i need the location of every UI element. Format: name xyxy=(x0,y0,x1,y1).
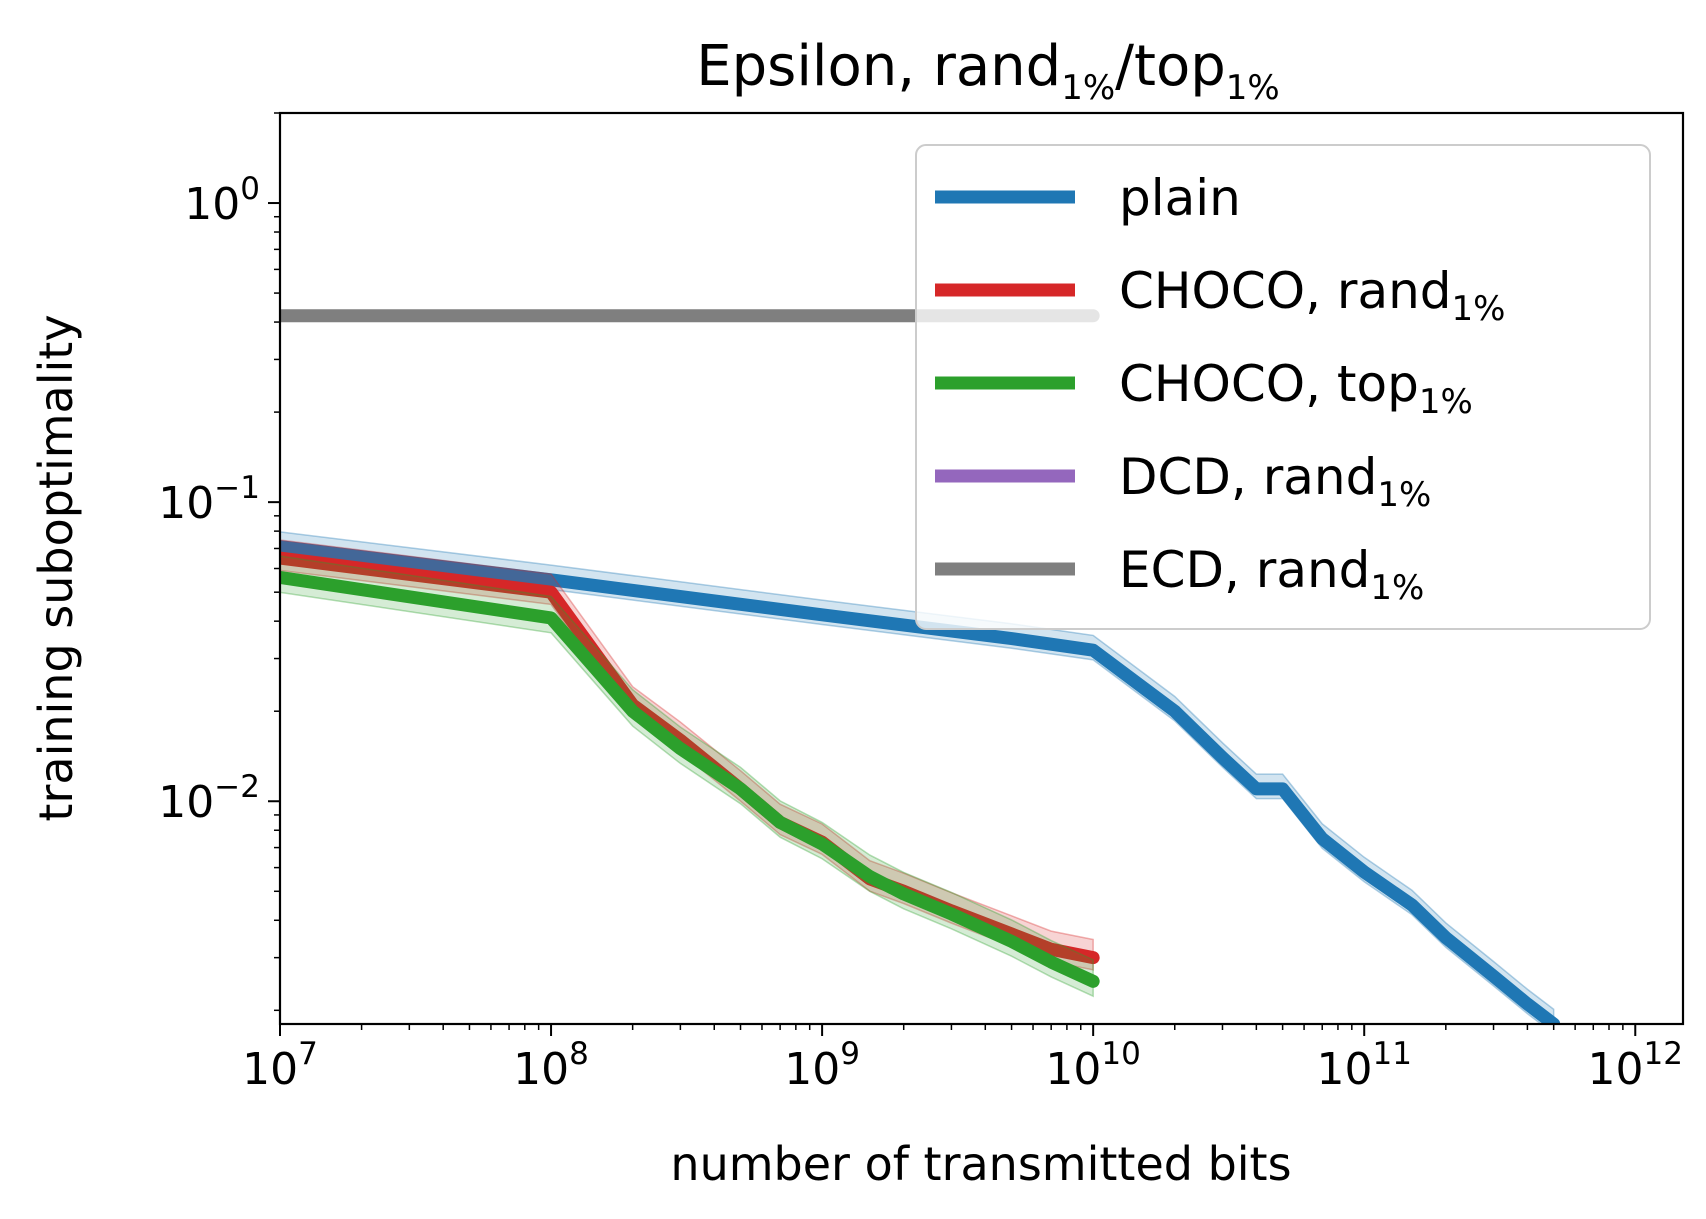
title-sub2: 1% xyxy=(1226,68,1280,108)
x-tick-label: 109 xyxy=(784,1036,860,1095)
y-tick-label: 100 xyxy=(184,171,260,230)
series-line-plain xyxy=(280,540,1561,1024)
y-axis-label: training suboptimality xyxy=(29,314,83,821)
title-main: Epsilon, rand xyxy=(696,34,1061,99)
legend-label-choco-top: CHOCO, top1% xyxy=(1119,355,1473,422)
x-tick-label: 107 xyxy=(242,1036,318,1095)
chart-title: Epsilon, rand1%/top1% xyxy=(696,34,1280,108)
x-tick-label: 108 xyxy=(513,1036,589,1095)
legend-label-choco-rand: CHOCO, rand1% xyxy=(1119,262,1506,329)
series-line-choco-top xyxy=(280,570,1100,988)
legend-label-ecd-rand: ECD, rand1% xyxy=(1119,541,1424,608)
x-tick-label: 1011 xyxy=(1316,1036,1411,1095)
legend-box xyxy=(915,144,1651,630)
x-axis-label: number of transmitted bits xyxy=(670,1137,1291,1191)
title-sub1: 1% xyxy=(1061,68,1115,108)
x-tick-label: 1010 xyxy=(1045,1036,1140,1095)
y-tick-label: 10−1 xyxy=(158,470,260,529)
legend-items: plain CHOCO, rand1% CHOCO, top1% DCD, rand1… xyxy=(935,169,1506,608)
legend-label-dcd-rand: DCD, rand1% xyxy=(1119,448,1431,515)
series-layer xyxy=(280,309,1561,1024)
tick-layer: 107 108 109 1010 1011 1012 100 10−1 10−2 xyxy=(158,112,1683,1095)
y-tick-label: 10−2 xyxy=(158,769,260,828)
x-tick-label: 1012 xyxy=(1588,1036,1683,1095)
legend: plain CHOCO, rand1% CHOCO, top1% DCD, rand1… xyxy=(915,144,1651,630)
legend-label-plain: plain xyxy=(1119,169,1241,227)
title-mid: /top xyxy=(1115,34,1226,99)
